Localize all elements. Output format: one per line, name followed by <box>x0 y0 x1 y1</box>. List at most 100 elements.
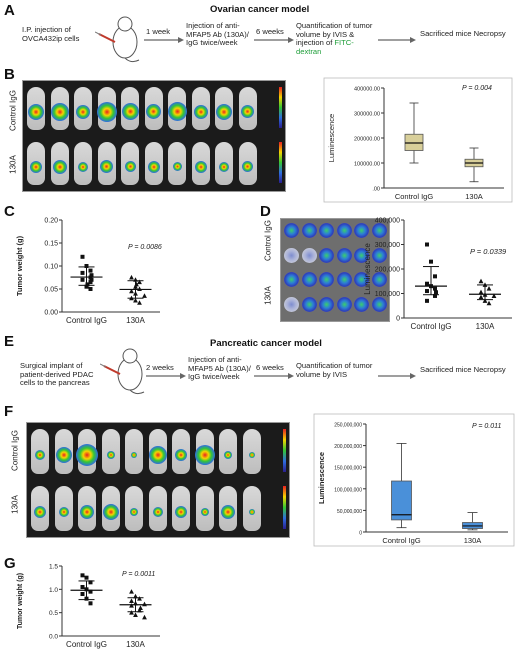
y-tick-label: 400,000 <box>375 218 400 225</box>
well <box>301 223 317 238</box>
luminescence-signal <box>30 160 42 173</box>
ovarian-arrow-3 <box>378 37 416 43</box>
luminescence-signal <box>146 104 161 120</box>
luminescence-signal <box>58 506 69 517</box>
x-category-label: Control IgG <box>66 640 107 649</box>
d-top-row-label: Control IgG <box>263 220 273 261</box>
y-tick-label: 0.05 <box>44 287 58 294</box>
pancreatic-step-1: Surgical implant of patient-derived PDAC… <box>20 361 94 388</box>
ovarian-step-1: I.P. injection of OVCA432ip cells <box>22 25 80 43</box>
data-point <box>129 589 134 594</box>
f-bottom-row-label: 130A <box>10 495 20 514</box>
luminescence-signal <box>130 507 138 516</box>
luminescence-signal <box>194 160 207 173</box>
ovarian-model-title: Ovarian cancer model <box>210 4 310 15</box>
ovarian-step-4: Sacrificed mice Necropsy <box>420 29 506 38</box>
ovarian-arrow-2 <box>254 37 294 43</box>
pancreatic-step-2: Injection of anti-MFAP5 Ab (130A)/ IgG t… <box>188 355 251 382</box>
y-axis-label: Luminescence <box>317 452 326 504</box>
luminescence-signal <box>221 504 235 519</box>
data-point <box>425 289 429 294</box>
y-tick-label: 0.15 <box>44 241 58 248</box>
data-point <box>137 300 142 305</box>
chart-frame <box>313 413 515 547</box>
luminescence-signal <box>96 101 117 122</box>
color-scale-bar <box>279 87 282 128</box>
data-point <box>137 286 142 291</box>
well <box>354 247 369 263</box>
color-scale-bar <box>279 142 282 183</box>
data-point <box>129 598 134 603</box>
data-point <box>486 300 492 306</box>
y-tick-label: 0.20 <box>44 218 58 225</box>
data-point <box>80 585 85 589</box>
data-point <box>137 596 142 601</box>
x-category-label: Control IgG <box>395 192 434 201</box>
luminescence-signal <box>216 103 232 120</box>
well <box>301 272 317 287</box>
p-value-annotation: P = 0.004 <box>462 85 492 92</box>
luminescence-signal <box>28 103 44 120</box>
well <box>301 296 317 312</box>
y-tick-label: 0.00 <box>44 310 58 317</box>
x-category-label: 130A <box>464 536 482 545</box>
data-point <box>482 298 488 303</box>
data-point <box>89 277 94 282</box>
data-point <box>84 575 89 580</box>
data-point <box>425 242 429 247</box>
data-point <box>142 601 147 607</box>
data-point <box>433 286 437 291</box>
chart-c-tumor-weight: 0.00 0.05 0.10 0.15 0.20 Tumor weight (g) Cont… <box>15 218 162 326</box>
data-point <box>429 259 433 264</box>
luminescence-signal <box>80 504 94 519</box>
y-tick-label: 100,000,000 <box>334 487 362 493</box>
y-tick-label: 200,000 <box>375 267 400 274</box>
well <box>371 272 387 287</box>
data-point <box>137 279 142 285</box>
y-tick-label: 400000.00 <box>354 87 380 93</box>
y-tick-label: 1.5 <box>49 564 58 571</box>
luminescence-signal <box>52 159 67 174</box>
d-bottom-row-label: 130A <box>263 286 273 305</box>
pancreatic-arrow-1-label: 2 weeks <box>146 363 174 372</box>
pancreatic-step-3: Quantification of tumor volume by IVIS <box>296 361 373 379</box>
mouse-image <box>242 486 261 531</box>
ovarian-step-3: Quantification of tumor volume by IVIS &… <box>296 21 376 56</box>
data-point <box>133 297 138 303</box>
data-point <box>80 573 85 578</box>
ivis-image-pancreatic <box>26 422 290 538</box>
well <box>301 247 317 263</box>
data-point <box>486 286 492 291</box>
data-point <box>88 287 93 291</box>
well <box>336 272 352 287</box>
luminescence-signal <box>124 161 136 173</box>
well <box>371 296 387 312</box>
well <box>319 296 334 312</box>
data-point <box>84 284 89 289</box>
luminescence-signal <box>121 103 139 121</box>
data-point <box>80 270 85 275</box>
x-category-label: 130A <box>126 640 145 649</box>
color-scale-bar <box>283 429 286 472</box>
panel-label-c: C <box>4 203 15 220</box>
p-value-annotation: P = 0.011 <box>472 423 501 430</box>
y-tick-label: 200,000,000 <box>334 444 362 450</box>
luminescence-signal <box>248 508 255 515</box>
data-point <box>80 277 85 282</box>
data-point <box>133 593 138 599</box>
luminescence-signal <box>241 105 254 119</box>
y-axis-label: Tumor weight (g) <box>17 573 24 629</box>
y-tick-label: 200000.00 <box>354 137 380 143</box>
b-bottom-row-label: 130A <box>8 155 18 174</box>
well <box>284 247 299 263</box>
y-tick-label: 100,000 <box>375 291 400 298</box>
x-category-label: 130A <box>465 192 483 201</box>
luminescence-signal <box>131 451 137 458</box>
data-point <box>80 254 85 259</box>
ivis-image-ovarian <box>22 80 286 192</box>
well-plate-image <box>280 218 390 322</box>
data-point <box>433 274 437 279</box>
p-value-annotation: P = 0.0339 <box>470 247 507 256</box>
well <box>354 223 369 238</box>
well <box>319 247 334 263</box>
